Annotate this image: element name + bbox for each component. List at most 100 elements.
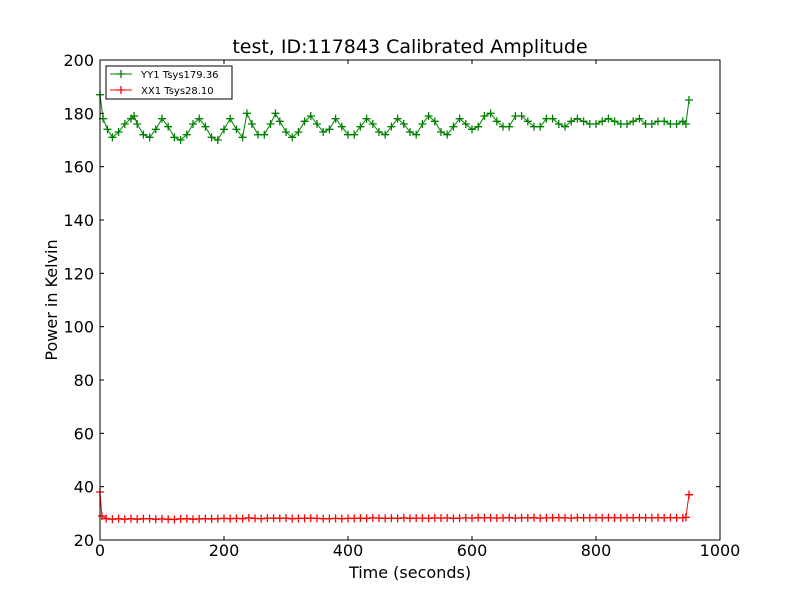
data-point-marker	[294, 128, 303, 136]
data-point-marker	[319, 128, 328, 136]
data-point-marker	[480, 112, 489, 120]
data-point-marker	[604, 114, 613, 123]
data-point-marker	[523, 117, 532, 126]
y-tick-label: 100	[63, 318, 94, 337]
series-layer	[96, 90, 693, 524]
data-point-marker	[313, 120, 321, 128]
data-point-marker	[282, 128, 290, 136]
y-tick-label: 200	[63, 51, 94, 70]
x-tick-label: 800	[581, 541, 612, 560]
data-point-marker	[271, 109, 280, 118]
data-point-marker	[647, 120, 656, 128]
data-point-marker	[399, 120, 408, 128]
data-point-marker	[381, 130, 390, 139]
data-point-marker	[260, 130, 269, 139]
data-point-marker	[387, 122, 396, 131]
data-point-marker	[424, 112, 433, 120]
data-point-marker	[548, 114, 557, 123]
data-point-marker	[247, 120, 256, 128]
data-point-marker	[461, 120, 470, 128]
data-point-marker	[103, 125, 112, 134]
plot-area-frame	[99, 59, 721, 541]
data-point-marker	[182, 130, 191, 139]
y-tick-label: 20	[74, 531, 94, 550]
data-point-marker	[130, 112, 139, 120]
data-point-marker	[120, 120, 129, 128]
legend: YY1 Tsys179.36 XX1 Tsys28.10	[105, 65, 233, 100]
data-point-marker	[189, 120, 197, 128]
legend-marker-xx1	[117, 86, 125, 94]
x-tick-label: 600	[457, 541, 488, 560]
data-point-marker	[492, 117, 501, 126]
data-point-marker	[393, 114, 402, 123]
data-point-marker	[598, 117, 607, 126]
x-tick-label: 1000	[700, 541, 741, 560]
data-point-marker	[406, 128, 414, 136]
data-point-marker	[685, 96, 693, 104]
data-point-marker	[681, 120, 690, 128]
data-point-marker	[242, 109, 251, 118]
data-point-marker	[266, 120, 275, 128]
data-point-marker	[412, 130, 421, 139]
data-point-marker	[449, 122, 458, 131]
x-tick-label: 200	[209, 541, 240, 560]
data-point-marker	[517, 112, 526, 120]
data-point-marker	[300, 117, 309, 126]
data-point-marker	[195, 114, 204, 123]
legend-label-xx1: XX1 Tsys28.10	[141, 86, 214, 97]
data-point-marker	[306, 112, 315, 120]
data-point-marker	[629, 117, 638, 126]
data-point-marker	[170, 133, 179, 142]
y-tick-label: 120	[63, 264, 94, 283]
data-point-marker	[567, 117, 576, 126]
data-point-marker	[151, 125, 160, 134]
y-tick-label: 180	[63, 104, 94, 123]
data-point-marker	[437, 128, 445, 136]
data-point-marker	[592, 120, 600, 128]
data-point-marker	[610, 117, 619, 126]
data-point-marker	[176, 136, 185, 144]
data-point-marker	[672, 120, 681, 128]
data-point-marker	[158, 114, 166, 123]
data-point-marker	[139, 130, 148, 139]
axes-layer: 0 200 400 600 800 1000 20 40 60 80 100 120 140 160 180…	[63, 51, 740, 560]
data-point-marker	[561, 122, 569, 131]
data-point-marker	[362, 114, 371, 123]
data-point-marker	[232, 125, 241, 134]
data-point-marker	[660, 117, 669, 126]
data-point-marker	[275, 117, 284, 126]
legend-marker-yy1	[117, 70, 125, 78]
data-point-marker	[238, 133, 247, 142]
data-point-marker	[368, 120, 377, 128]
data-point-marker	[681, 513, 690, 522]
data-point-marker	[133, 120, 142, 128]
data-point-marker	[108, 133, 117, 142]
y-tick-label: 80	[74, 371, 94, 390]
series-yy1	[96, 90, 693, 144]
data-point-marker	[455, 114, 464, 123]
data-point-marker	[418, 120, 427, 128]
data-point-marker	[635, 114, 644, 123]
data-point-marker	[536, 122, 545, 131]
data-point-marker	[220, 125, 228, 134]
data-point-marker	[350, 130, 359, 139]
data-point-marker	[337, 122, 346, 131]
data-point-marker	[474, 122, 483, 131]
x-tick-label: 400	[333, 541, 364, 560]
data-point-marker	[325, 125, 334, 134]
y-tick-label: 160	[63, 158, 94, 177]
data-point-marker	[238, 514, 247, 523]
y-tick-label: 40	[74, 478, 94, 497]
x-axis-title: Time (seconds)	[348, 563, 471, 582]
data-point-marker	[505, 122, 514, 131]
data-point-marker	[288, 133, 297, 142]
y-tick-label: 140	[63, 211, 94, 230]
series-xx1	[96, 488, 693, 524]
y-tick-label: 60	[74, 424, 94, 443]
legend-label-yy1: YY1 Tsys179.36	[140, 70, 219, 81]
legend-box	[105, 65, 233, 100]
data-point-marker	[685, 490, 693, 499]
data-point-marker	[114, 128, 123, 136]
data-point-marker	[201, 122, 210, 131]
